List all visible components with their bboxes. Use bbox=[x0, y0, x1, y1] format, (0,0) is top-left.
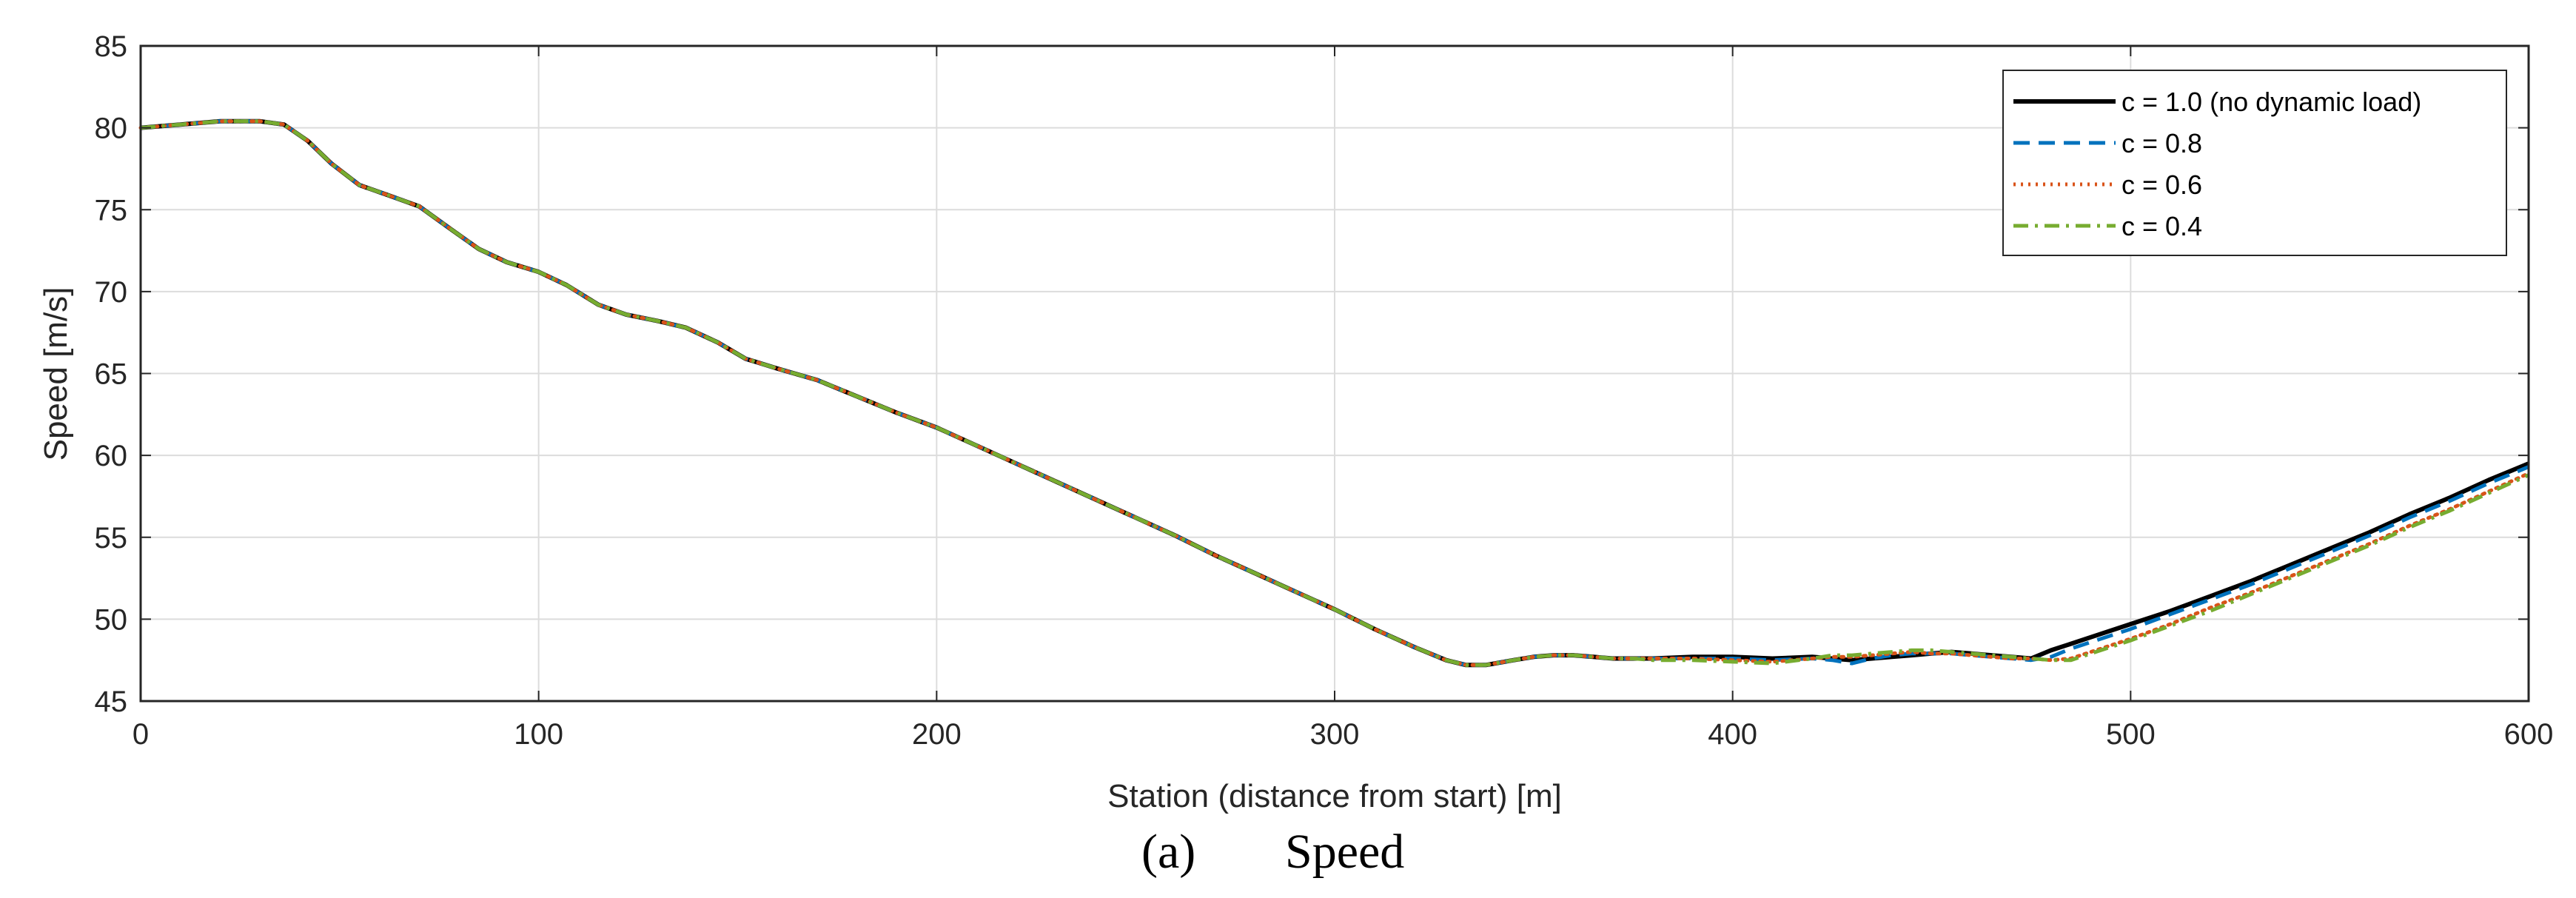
legend-entry-label: c = 0.4 bbox=[2121, 211, 2202, 241]
legend: c = 1.0 (no dynamic load) c = 0.8 c = 0.6 c… bbox=[2002, 70, 2507, 256]
x-tick-label: 200 bbox=[912, 718, 962, 751]
x-axis-label: Station (distance from start) [m] bbox=[1107, 778, 1562, 814]
y-tick-label: 80 bbox=[95, 113, 128, 145]
caption-label: (a) bbox=[1141, 825, 1195, 879]
x-tick-labels: 0 100 200 300 400 500 600 bbox=[133, 718, 2554, 751]
y-tick-label: 75 bbox=[95, 194, 128, 227]
caption-text: Speed bbox=[1285, 825, 1404, 879]
y-tick-label: 45 bbox=[95, 686, 128, 718]
series-group bbox=[138, 118, 2531, 668]
legend-entry-label: c = 1.0 (no dynamic load) bbox=[2121, 87, 2421, 117]
y-tick-label: 85 bbox=[95, 30, 128, 63]
series-line-4 bbox=[140, 119, 2530, 667]
x-tick-label: 500 bbox=[2106, 718, 2156, 751]
y-tick-label: 65 bbox=[95, 358, 128, 391]
x-tick-label: 600 bbox=[2504, 718, 2554, 751]
legend-entry-label: c = 0.6 bbox=[2121, 170, 2202, 200]
legend-entry-label: c = 0.8 bbox=[2121, 128, 2202, 158]
y-tick-label: 55 bbox=[95, 522, 128, 554]
x-tick-label: 100 bbox=[514, 718, 563, 751]
x-tick-label: 400 bbox=[1708, 718, 1757, 751]
y-tick-label: 50 bbox=[95, 603, 128, 636]
figure-caption: (a) Speed bbox=[1141, 825, 1404, 879]
x-tick-label: 300 bbox=[1310, 718, 1360, 751]
y-axis-label: Speed [m/s] bbox=[38, 287, 74, 461]
tick-marks bbox=[140, 45, 2529, 702]
y-tick-label: 60 bbox=[95, 440, 128, 472]
y-tick-label: 70 bbox=[95, 276, 128, 309]
x-tick-label: 0 bbox=[133, 718, 149, 751]
y-tick-labels: 45 50 55 60 65 70 75 80 85 bbox=[95, 30, 128, 718]
